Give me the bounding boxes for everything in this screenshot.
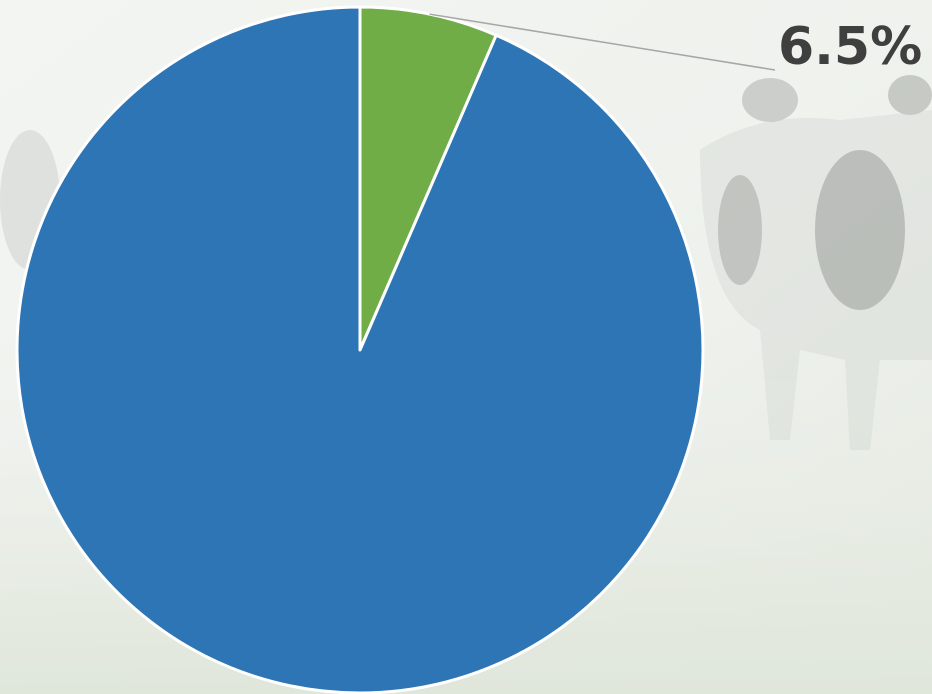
- background-cows: [0, 75, 932, 450]
- value-label: 6.5%: [778, 17, 922, 77]
- pie: [15, 5, 705, 694]
- leader-line: [429, 13, 776, 71]
- pie-slice: [15, 5, 705, 694]
